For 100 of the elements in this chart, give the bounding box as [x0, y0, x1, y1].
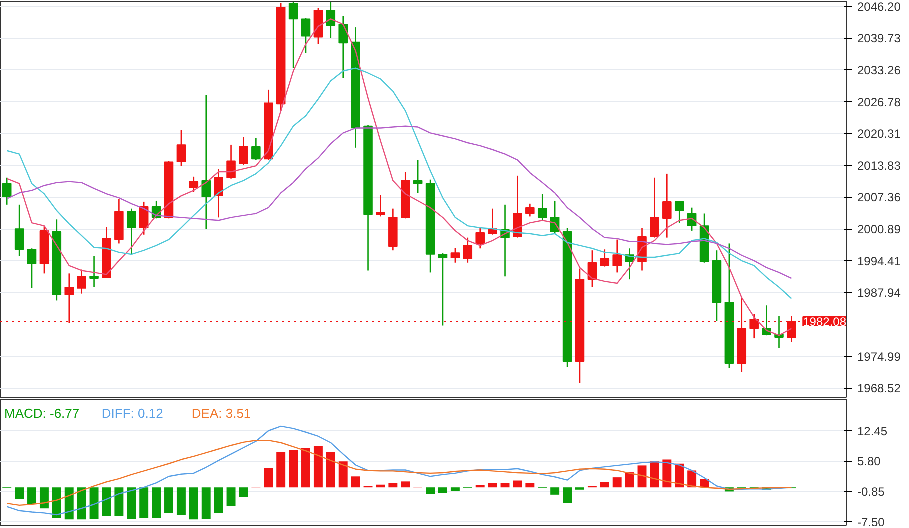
bar [388, 484, 398, 488]
bar [326, 452, 336, 488]
bar [438, 488, 448, 494]
bar [276, 452, 286, 488]
bar [600, 482, 610, 488]
candlestick [526, 203, 535, 218]
candlestick [450, 247, 460, 264]
y-tick-label: 2020.31 [858, 127, 902, 142]
bar [176, 488, 186, 515]
candlestick [139, 201, 149, 236]
y-tick-label: 2007.36 [858, 190, 902, 205]
bar [488, 484, 498, 488]
bar [289, 450, 298, 488]
bar [376, 484, 386, 488]
y-tick-label: 1994.41 [858, 254, 902, 268]
bar [202, 488, 211, 520]
candlestick [189, 176, 199, 193]
candlestick [600, 248, 610, 268]
candlestick [239, 136, 248, 166]
y-tick-label: 1974.99 [858, 350, 902, 364]
bar [500, 483, 510, 488]
bar [152, 488, 162, 518]
line-series [6, 426, 792, 516]
bar [302, 448, 310, 488]
bar [338, 462, 348, 488]
bar [102, 488, 112, 516]
bar [226, 488, 236, 506]
bar [140, 488, 149, 518]
candlestick [2, 177, 12, 206]
candlestick [288, 2, 298, 69]
candlestick [77, 269, 86, 294]
candlestick [413, 160, 423, 194]
bar [401, 482, 410, 488]
bar [239, 488, 248, 498]
y-tick-label: 2026.78 [858, 95, 902, 110]
line-series [6, 440, 792, 506]
bar [114, 488, 124, 516]
candlestick [14, 204, 24, 258]
candlestick [612, 239, 622, 274]
bar [638, 466, 647, 488]
y-tick-label: -0.85 [858, 484, 886, 499]
series-label: DEA: 3.51 [192, 406, 252, 421]
bar [625, 472, 634, 488]
bar [90, 488, 99, 520]
candlestick [202, 94, 211, 230]
candlestick [127, 208, 136, 256]
candlestick [463, 237, 473, 264]
candlestick [662, 173, 672, 238]
candlestick [476, 226, 485, 250]
candlestick [27, 248, 37, 290]
y-tick-label: 2033.26 [858, 63, 902, 78]
bar [15, 488, 24, 500]
bar [450, 488, 460, 492]
candlestick [214, 168, 224, 218]
bar [513, 480, 522, 488]
text: DIFF: 0.12 [102, 406, 164, 421]
line-series [6, 126, 792, 280]
bar [164, 488, 174, 514]
bar [662, 460, 672, 488]
bar [28, 488, 36, 504]
line-series [6, 68, 792, 300]
bar [127, 488, 136, 520]
bar [214, 488, 224, 514]
y-tick-label: 2013.83 [858, 158, 902, 173]
y-tick-label: 1987.94 [858, 286, 902, 300]
y-tick-label: -7.50 [858, 515, 886, 528]
y-tick-label: 5.80 [858, 454, 882, 469]
candlestick [338, 16, 348, 79]
y-tick-label: 2000.89 [858, 222, 902, 237]
bar [314, 446, 323, 488]
bar [64, 488, 74, 520]
candlestick [301, 18, 311, 54]
y-tick-label: 2039.73 [858, 32, 902, 46]
bar [40, 488, 49, 509]
bar [77, 488, 86, 520]
bar [550, 488, 560, 495]
candlestick [513, 175, 522, 238]
y-tick-label: 2046.20 [858, 0, 902, 14]
text: MACD: -6.77 [4, 406, 80, 421]
candlestick [650, 177, 660, 238]
bar [52, 488, 62, 518]
candlestick [226, 144, 236, 180]
y-tick-label: 12.45 [858, 424, 888, 438]
candlestick [538, 193, 548, 222]
candlestick [438, 252, 448, 326]
bar [426, 488, 436, 494]
candlestick [252, 137, 261, 161]
bar [351, 476, 360, 488]
bar [563, 488, 572, 504]
candlestick [588, 250, 598, 288]
bar [650, 462, 660, 488]
candlestick [176, 130, 186, 167]
bar [189, 488, 198, 520]
bar [612, 478, 622, 488]
candlestick [90, 256, 99, 288]
candlestick [376, 194, 386, 218]
bar [526, 483, 535, 488]
candlestick [674, 201, 684, 224]
ref-line-label: 1982.08 [803, 314, 847, 329]
y-tick-label: 1968.52 [858, 382, 902, 396]
